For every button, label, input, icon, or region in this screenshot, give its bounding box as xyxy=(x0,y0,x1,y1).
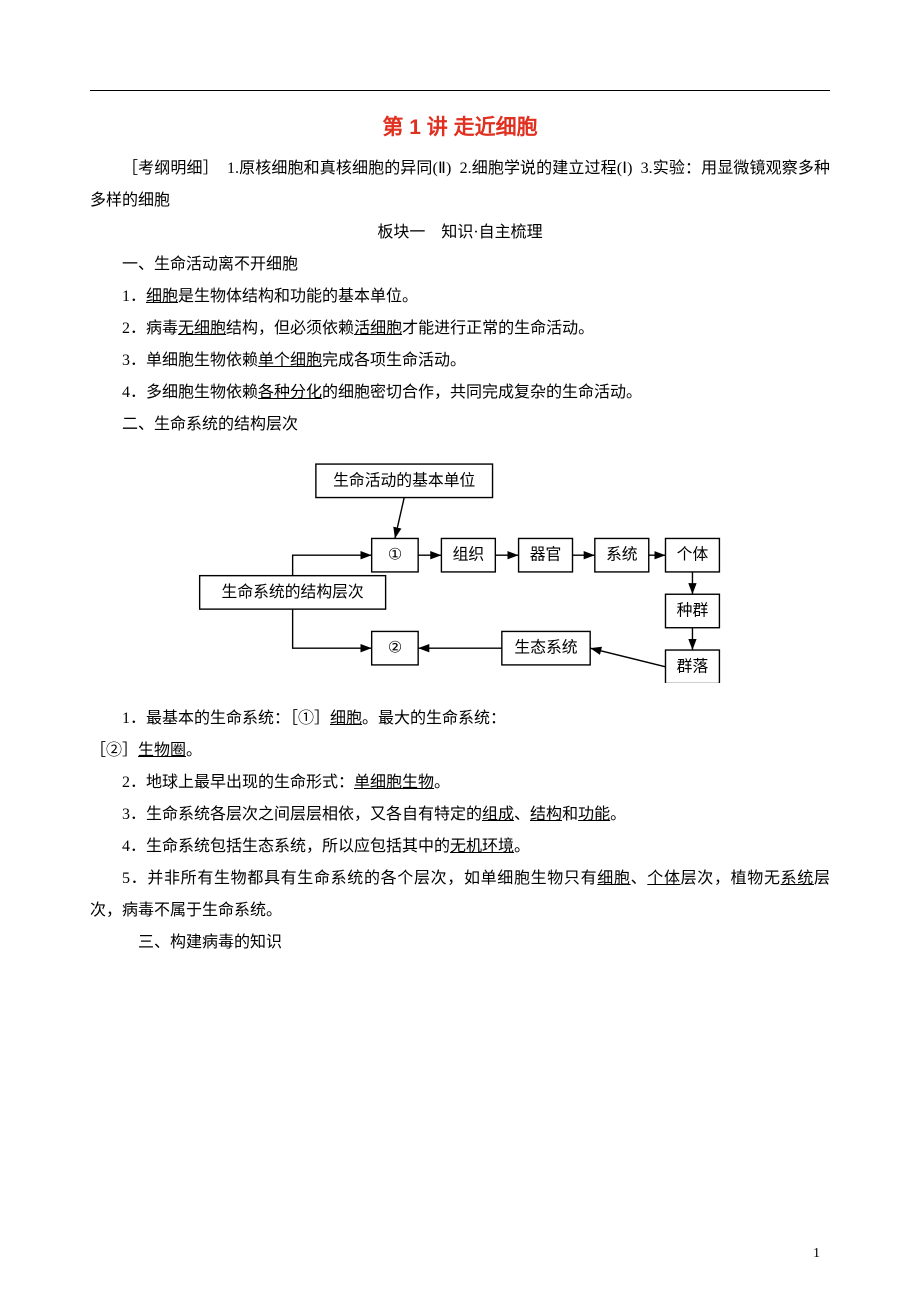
svg-text:组织: 组织 xyxy=(453,546,485,564)
text-line: 4．生命系统包括生态系统，所以应包括其中的无机环境。 xyxy=(90,831,830,863)
text-line: 1．最基本的生命系统：［①］细胞。最大的生命系统： xyxy=(90,703,830,735)
svg-text:②: ② xyxy=(388,640,402,657)
title-main: 走近细胞 xyxy=(454,116,538,139)
section-c-heading: 三、构建病毒的知识 xyxy=(90,927,830,959)
section-a-heading: 一、生命活动离不开细胞 xyxy=(90,249,830,281)
page-number: 1 xyxy=(813,1246,820,1262)
section-a-item-3: 3．单细胞生物依赖单个细胞完成各项生命活动。 xyxy=(90,345,830,377)
body: ［考纲明细］ 1.原核细胞和真核细胞的异同(Ⅱ) 2.细胞学说的建立过程(Ⅰ) … xyxy=(90,153,830,959)
exam-outline-item-1: 1.原核细胞和真核细胞的异同(Ⅱ) xyxy=(227,160,451,177)
svg-text:器官: 器官 xyxy=(530,546,562,564)
section-a-item-1: 1．细胞是生物体结构和功能的基本单位。 xyxy=(90,281,830,313)
svg-text:生命活动的基本单位: 生命活动的基本单位 xyxy=(333,471,475,489)
exam-outline-label: ［考纲明细］ xyxy=(122,160,219,177)
svg-text:生命系统的结构层次: 生命系统的结构层次 xyxy=(222,583,364,601)
section-a-item-2: 2．病毒无细胞结构，但必须依赖活细胞才能进行正常的生命活动。 xyxy=(90,313,830,345)
exam-outline-item-2: 2.细胞学说的建立过程(Ⅰ) xyxy=(460,160,633,177)
svg-text:系统: 系统 xyxy=(606,546,638,564)
svg-text:群落: 群落 xyxy=(677,657,709,675)
svg-text:个体: 个体 xyxy=(677,546,709,564)
section-a-item-4: 4．多细胞生物依赖各种分化的细胞密切合作，共同完成复杂的生命活动。 xyxy=(90,377,830,409)
page-title: 第 1 讲 走近细胞 xyxy=(90,111,830,141)
svg-text:种群: 种群 xyxy=(677,602,709,620)
section-b-heading: 二、生命系统的结构层次 xyxy=(90,409,830,441)
board-header: 板块一 知识·自主梳理 xyxy=(90,217,830,249)
title-prefix: 第 1 讲 xyxy=(382,116,447,139)
text-line: 2．地球上最早出现的生命形式：单细胞生物。 xyxy=(90,767,830,799)
hierarchy-diagram: 生命活动的基本单位 ① 组织 器官 系统 个体生命系统的结构层次种群 ② 生态系统群落 xyxy=(195,459,725,683)
text-line: ［②］生物圈。 xyxy=(90,735,830,767)
svg-text:生态系统: 生态系统 xyxy=(514,639,577,657)
top-rule xyxy=(90,90,830,91)
post-diagram-text: 1．最基本的生命系统：［①］细胞。最大的生命系统：［②］生物圈。2．地球上最早出… xyxy=(90,703,830,927)
svg-text:①: ① xyxy=(388,547,402,564)
text-line: 5．并非所有生物都具有生命系统的各个层次，如单细胞生物只有细胞、个体层次，植物无… xyxy=(90,863,830,927)
exam-outline: ［考纲明细］ 1.原核细胞和真核细胞的异同(Ⅱ) 2.细胞学说的建立过程(Ⅰ) … xyxy=(90,153,830,217)
text-line: 3．生命系统各层次之间层层相依，又各自有特定的组成、结构和功能。 xyxy=(90,799,830,831)
